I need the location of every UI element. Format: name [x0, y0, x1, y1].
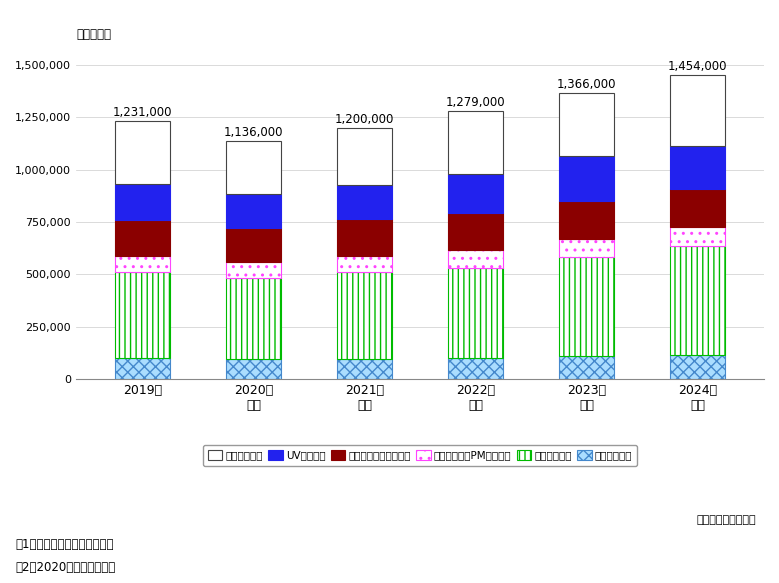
Bar [337, 185, 393, 219]
Bar [337, 255, 393, 272]
Bar [670, 246, 725, 355]
Bar [115, 358, 171, 379]
Legend: 磁気センサー, UVセンサー, 環境光・調光センサー, 微粒子計測・PMセンサー, ガスセンサー, 湿度センサー: 磁気センサー, UVセンサー, 環境光・調光センサー, 微粒子計測・PMセンサー… [203, 445, 637, 466]
Bar [226, 194, 281, 229]
Bar [559, 239, 614, 257]
Bar [448, 213, 503, 250]
Bar [226, 359, 281, 379]
Bar [337, 128, 393, 185]
Bar [559, 257, 614, 356]
Bar [559, 156, 614, 201]
Text: （百万円）: （百万円） [76, 28, 111, 41]
Bar [559, 93, 614, 156]
Bar [226, 141, 281, 194]
Bar [448, 268, 503, 358]
Bar [448, 174, 503, 213]
Text: 注1：メーカー出荷金額ベース: 注1：メーカー出荷金額ベース [16, 538, 114, 551]
Bar [337, 359, 393, 379]
Bar [559, 201, 614, 239]
Bar [226, 229, 281, 262]
Text: 1,366,000: 1,366,000 [557, 78, 616, 91]
Bar [226, 262, 281, 278]
Text: 注2：2020年以降は予測値: 注2：2020年以降は予測値 [16, 561, 116, 574]
Bar [115, 184, 171, 220]
Bar [448, 111, 503, 174]
Bar [115, 272, 171, 358]
Bar [670, 146, 725, 188]
Text: 1,279,000: 1,279,000 [446, 96, 506, 109]
Text: 矢野経済研究所調べ: 矢野経済研究所調べ [696, 515, 756, 525]
Bar [115, 121, 171, 184]
Bar [670, 188, 725, 227]
Bar [115, 255, 171, 272]
Bar [559, 356, 614, 379]
Bar [226, 278, 281, 359]
Text: 1,454,000: 1,454,000 [668, 59, 727, 73]
Bar [337, 219, 393, 255]
Bar [670, 227, 725, 246]
Bar [670, 355, 725, 379]
Text: 1,231,000: 1,231,000 [113, 106, 172, 120]
Bar [337, 272, 393, 359]
Bar [670, 75, 725, 146]
Text: 1,136,000: 1,136,000 [224, 126, 284, 139]
Bar [448, 250, 503, 268]
Bar [115, 220, 171, 255]
Text: 1,200,000: 1,200,000 [335, 113, 394, 126]
Bar [448, 358, 503, 379]
